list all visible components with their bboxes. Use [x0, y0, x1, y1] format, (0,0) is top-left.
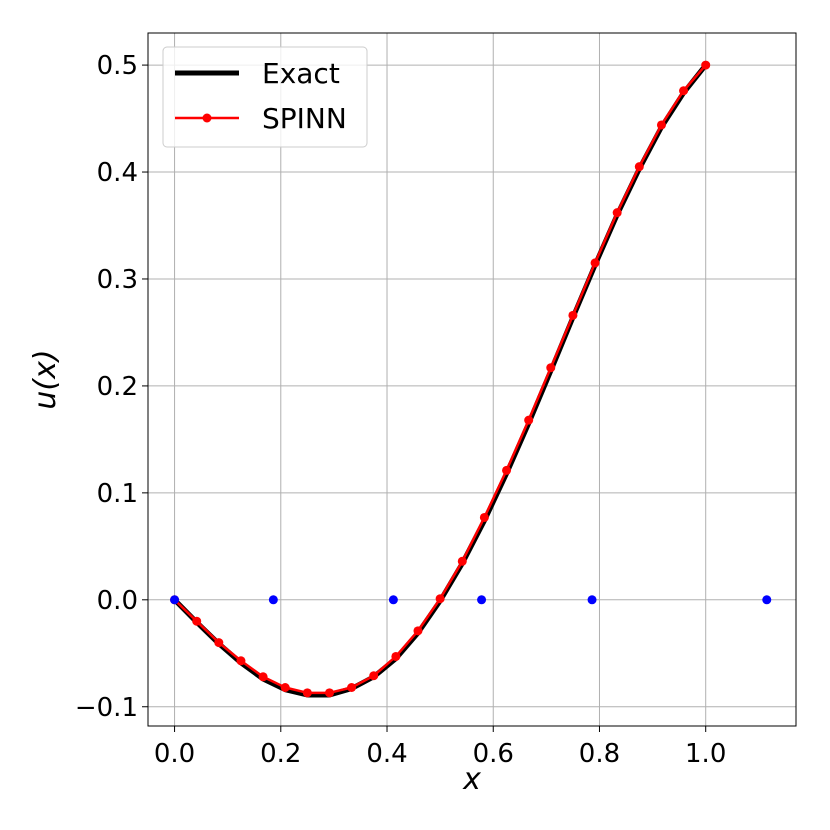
- spinn-point: [679, 86, 689, 96]
- spinn-point: [413, 626, 423, 636]
- spinn-point: [502, 465, 512, 475]
- spinn-point: [192, 616, 202, 626]
- y-tick-label: 0.3: [97, 265, 138, 295]
- y-tick-label: 0.2: [97, 372, 138, 402]
- spinn-point: [302, 688, 312, 698]
- x-tick-label: 0.4: [366, 739, 407, 769]
- x-tick-label: 0.6: [473, 739, 514, 769]
- spinn-point: [258, 672, 268, 682]
- series-layer: [170, 60, 772, 698]
- spinn-point: [347, 683, 357, 692]
- node-point: [388, 595, 398, 605]
- spinn-point: [546, 363, 556, 373]
- spinn-point: [214, 638, 224, 648]
- spinn-point: [568, 310, 578, 320]
- node-point: [587, 595, 597, 605]
- spinn-point: [391, 651, 401, 661]
- spinn-point: [280, 683, 290, 692]
- y-tick-label: 0.1: [97, 479, 138, 509]
- y-axis-label: u(x): [28, 349, 63, 409]
- legend-exact-label: Exact: [262, 57, 340, 90]
- x-tick-label: 0.8: [579, 739, 620, 769]
- spinn-point: [612, 208, 622, 218]
- spinn-point: [634, 162, 644, 172]
- y-tick-label: 0.4: [97, 158, 138, 188]
- x-axis-label: x: [462, 762, 481, 797]
- spinn-point: [236, 656, 246, 666]
- node-point: [762, 595, 772, 605]
- spinn-point: [479, 512, 489, 522]
- grid: [148, 33, 796, 726]
- spinn-point: [656, 120, 666, 130]
- y-tick-label: 0.5: [97, 51, 138, 81]
- plot-frame: [147, 32, 797, 727]
- legend: Exact SPINN: [162, 46, 368, 148]
- spinn-point: [435, 594, 445, 604]
- spinn-point: [324, 688, 334, 698]
- legend-spinn-marker: [202, 113, 212, 123]
- spinn-point: [590, 258, 600, 268]
- legend-spinn-label: SPINN: [262, 102, 347, 135]
- ticks: 0.0 0.2 0.4 0.6 0.8 1.0 −0.1 0.0 0.1 0.2 0.3 0.4 0.5: [75, 51, 727, 769]
- spinn-point: [701, 60, 711, 70]
- y-tick-label: 0.0: [97, 586, 138, 616]
- node-point: [268, 595, 278, 605]
- node-point: [477, 595, 487, 605]
- x-tick-label: 1.0: [685, 739, 726, 769]
- node-point: [170, 595, 180, 605]
- x-tick-label: 0.0: [154, 739, 195, 769]
- spinn-point: [524, 415, 534, 425]
- spinn-point: [457, 556, 467, 566]
- spinn-point: [369, 671, 379, 681]
- y-tick-label: −0.1: [75, 693, 138, 723]
- x-tick-label: 0.2: [260, 739, 301, 769]
